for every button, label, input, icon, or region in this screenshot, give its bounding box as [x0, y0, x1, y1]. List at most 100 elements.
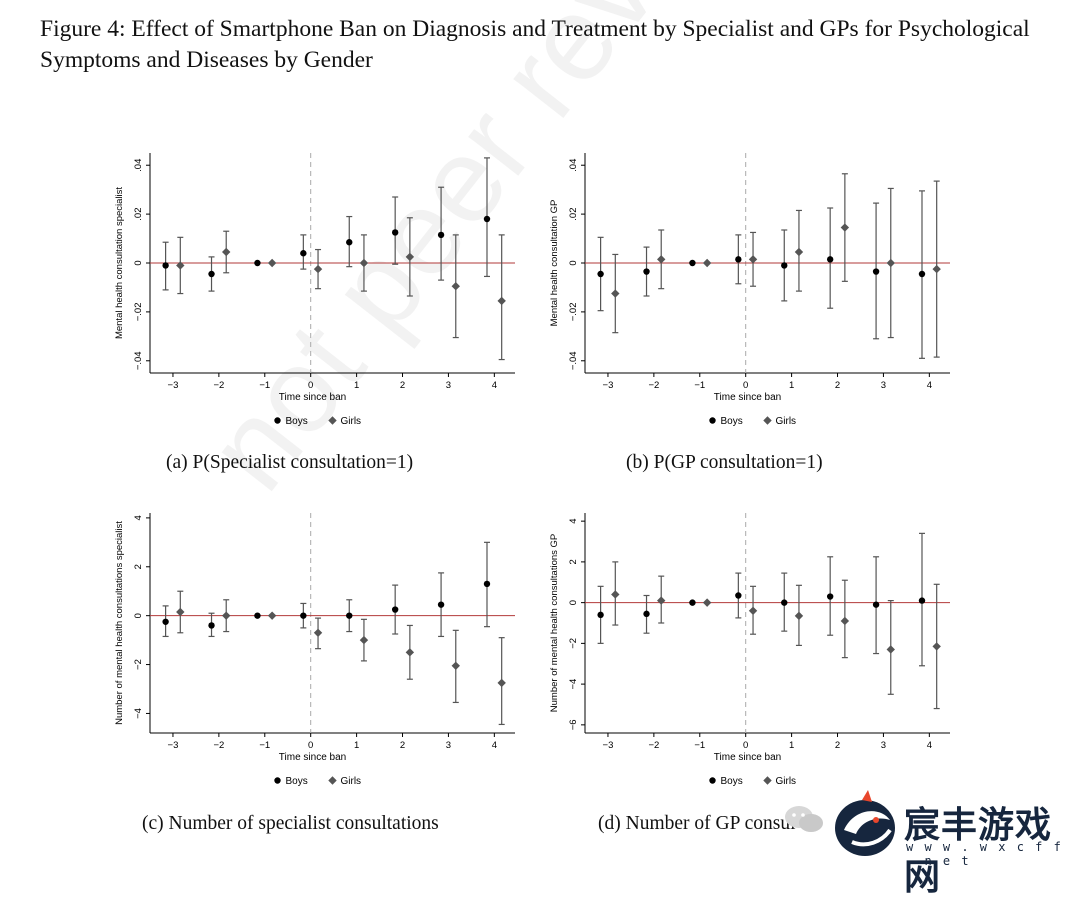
site-logo[interactable] — [780, 790, 1080, 862]
x-tick-label: 1 — [354, 740, 359, 751]
boys-point — [643, 610, 650, 618]
boys-point — [208, 270, 215, 278]
caption-b: (b) P(GP consultation=1) — [626, 452, 823, 473]
y-tick-label: 2 — [133, 564, 144, 569]
legend-girls-label: Girls — [776, 776, 797, 787]
boys-point — [643, 268, 650, 275]
x-tick-label: 1 — [354, 380, 359, 391]
y-tick-label: −2 — [133, 659, 144, 670]
y-axis-label: Mental health consultation specialist — [114, 187, 125, 339]
legend-girls-marker — [328, 776, 337, 785]
x-tick-label: −1 — [694, 740, 705, 751]
boys-point — [437, 601, 445, 608]
girls-point — [657, 596, 666, 605]
girls-point — [932, 264, 941, 274]
y-tick-label: .02 — [133, 208, 144, 221]
girls-point — [405, 648, 415, 657]
girls-point — [840, 223, 850, 232]
girls-point — [405, 252, 415, 262]
girls-point — [748, 255, 758, 264]
caption-a: (a) P(Specialist consultation=1) — [166, 452, 414, 473]
chart-d: −6 −4 −2 0 2 4 −3 −2 −1 0 1 2 3 4 Time since ban Number… — [549, 513, 950, 787]
boys-point — [208, 622, 215, 629]
y-axis-label: Mental health consultation GP — [549, 200, 560, 327]
x-tick-label: 4 — [492, 380, 497, 391]
x-tick-label: −3 — [168, 740, 179, 751]
y-tick-label: 0 — [133, 613, 144, 618]
y-tick-label: .04 — [568, 159, 579, 172]
legend-boys-marker — [709, 777, 716, 784]
legend-boys-marker — [274, 777, 281, 784]
x-tick-label: 3 — [446, 380, 451, 391]
y-tick-label: .02 — [568, 208, 579, 221]
legend-girls-marker — [328, 416, 337, 425]
x-tick-label: 2 — [400, 740, 405, 751]
logo-url: w w w . w x c f f . n e t — [906, 840, 1063, 868]
figure-title: Figure 4: Effect of Smartphone Ban on Di… — [40, 16, 1030, 73]
legend-boys-marker — [709, 417, 716, 424]
chart-a: −.04 −.02 0 .02 .04 −3 −2 −1 0 1 2 3 4 Time since ban… — [114, 153, 515, 427]
y-tick-label: −4 — [133, 708, 144, 719]
x-tick-label: −2 — [648, 740, 659, 751]
girls-point — [497, 296, 506, 306]
y-tick-label: .04 — [133, 159, 144, 172]
x-tick-label: −2 — [213, 380, 224, 391]
girls-point — [313, 264, 323, 274]
girls-point — [451, 661, 460, 670]
chart-panel-a: −.04 −.02 0 .02 .04 −3 −2 −1 0 1 2 3 4 Time since ban… — [110, 145, 530, 435]
chart-panel-c: −4 −2 0 2 4 −3 −2 −1 0 1 2 3 4 Time since ban Number o… — [110, 505, 530, 795]
x-axis-label: Time since ban — [279, 392, 346, 403]
girls-point — [451, 282, 460, 291]
x-tick-label: −2 — [213, 740, 224, 751]
legend-girls-label: Girls — [776, 416, 797, 427]
x-tick-label: 4 — [927, 740, 932, 751]
boys-point — [391, 606, 399, 613]
girls-point — [886, 645, 895, 654]
girls-point — [748, 606, 758, 615]
wechat-icon — [785, 806, 823, 832]
girls-point — [176, 261, 185, 270]
chart-b: −.04 −.02 0 .02 .04 −3 −2 −1 0 1 2 3 4 Time since ban… — [549, 153, 950, 427]
x-tick-label: 3 — [881, 740, 886, 751]
boys-point — [346, 239, 353, 246]
x-tick-label: 2 — [400, 380, 405, 391]
y-tick-label: −.04 — [568, 351, 579, 370]
boys-point — [162, 262, 169, 269]
girls-point — [222, 611, 231, 620]
girls-point — [840, 616, 850, 626]
legend-girls-label: Girls — [341, 416, 362, 427]
boys-point — [689, 259, 696, 267]
legend-girls-label: Girls — [341, 776, 362, 787]
girls-point — [611, 289, 620, 298]
y-axis-label: Number of mental health consultations sp… — [114, 521, 125, 725]
boys-point — [781, 599, 788, 606]
girls-point — [176, 607, 185, 617]
girls-point — [313, 628, 323, 637]
girls-point — [222, 247, 231, 257]
boys-point — [391, 229, 399, 236]
legend-boys-label: Boys — [721, 416, 743, 427]
girls-point — [359, 258, 369, 268]
y-axis-label: Number of mental health consultations GP — [549, 534, 560, 712]
y-tick-label: 2 — [568, 559, 579, 564]
boys-point — [300, 250, 307, 257]
girls-point — [702, 598, 712, 607]
boys-point — [826, 593, 834, 600]
y-tick-label: −.02 — [568, 303, 579, 322]
chart-panel-b: −.04 −.02 0 .02 .04 −3 −2 −1 0 1 2 3 4 Time since ban… — [545, 145, 965, 435]
y-tick-label: 4 — [568, 518, 579, 523]
legend-boys-label: Boys — [721, 776, 743, 787]
girls-point — [267, 258, 277, 268]
girls-point — [794, 611, 804, 621]
legend-girls-marker — [763, 776, 772, 785]
boys-point — [872, 601, 880, 608]
x-tick-label: −3 — [603, 380, 614, 391]
y-tick-label: 0 — [568, 600, 579, 605]
girls-point — [267, 611, 277, 620]
boys-point — [437, 231, 445, 239]
legend-boys-label: Boys — [286, 776, 308, 787]
caption-c: (c) Number of specialist consultations — [142, 813, 439, 834]
x-tick-label: −2 — [648, 380, 659, 391]
chart-c: −4 −2 0 2 4 −3 −2 −1 0 1 2 3 4 Time since ban Number o… — [114, 513, 515, 787]
y-tick-label: 0 — [568, 260, 579, 265]
